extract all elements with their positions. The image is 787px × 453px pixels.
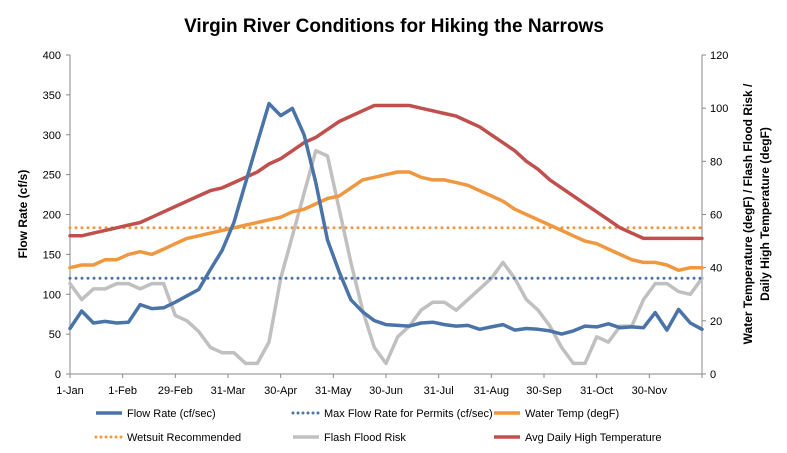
y-tick-label-left: 350 bbox=[43, 90, 61, 102]
y-tick-label-right: 40 bbox=[710, 263, 722, 275]
y-tick-label-right: 80 bbox=[710, 156, 722, 168]
series-layer bbox=[68, 101, 704, 366]
y-tick-label-left: 400 bbox=[43, 50, 61, 62]
y-tick-label-left: 300 bbox=[43, 130, 61, 142]
y-tick-label-right: 60 bbox=[710, 210, 722, 222]
legend-label: Flash Flood Risk bbox=[324, 432, 406, 444]
legend-label: Avg Daily High Temperature bbox=[525, 432, 662, 444]
x-tick-label: 31-Jul bbox=[424, 385, 454, 397]
y-tick-label-left: 200 bbox=[43, 210, 61, 222]
x-tick-label: 29-Feb bbox=[158, 385, 193, 397]
y-tick-label-right: 20 bbox=[710, 316, 722, 328]
y-tick-label-right: 100 bbox=[710, 103, 728, 115]
y-tick-label-left: 250 bbox=[43, 170, 61, 182]
y-axis-label-left: Flow Rate (cf/s) bbox=[16, 170, 30, 259]
legend: Flow Rate (cf/sec) Max Flow Rate for Perm… bbox=[94, 408, 662, 444]
y-axis-label-right-line-1: Water Temperature (degF) / Flash Flood R… bbox=[741, 83, 755, 344]
y-tick-label-left: 0 bbox=[55, 369, 61, 381]
legend-label: Max Flow Rate for Permits (cf/sec) bbox=[324, 408, 493, 420]
x-tick-label: 30-Sep bbox=[526, 385, 561, 397]
legend-label: Wetsuit Recommended bbox=[127, 432, 241, 444]
y-axis-label-right: Water Temperature (degF) / Flash Flood R… bbox=[741, 83, 772, 344]
x-tick-label: 30-Jun bbox=[369, 385, 403, 397]
series-line-flash-flood-risk bbox=[68, 148, 704, 366]
chart-title: Virgin River Conditions for Hiking the N… bbox=[184, 16, 604, 37]
x-tick-label: 31-May bbox=[315, 385, 352, 397]
y-tick-label-left: 100 bbox=[43, 289, 61, 301]
y-tick-label-left: 50 bbox=[49, 329, 61, 341]
y-tick-label-right: 120 bbox=[710, 50, 728, 62]
x-tick-label: 31-Aug bbox=[474, 385, 509, 397]
left-axis-ticks: 0 50 100 150 200 250 300 350 400 bbox=[43, 50, 70, 381]
x-tick-label: 31-Oct bbox=[580, 385, 613, 397]
x-axis-ticks: 1-Jan 1-Feb 29-Feb 31-Mar 30-Apr 31-May 30-Jun… bbox=[56, 374, 703, 397]
y-tick-label-right: 0 bbox=[710, 369, 716, 381]
x-tick-label: 1-Jan bbox=[56, 385, 84, 397]
legend-label: Water Temp (degF) bbox=[525, 408, 619, 420]
x-tick-label: 30-Apr bbox=[264, 385, 297, 397]
series-line-avg-daily-high-temperature bbox=[68, 103, 704, 241]
x-tick-label: 1-Feb bbox=[108, 385, 137, 397]
legend-label: Flow Rate (cf/sec) bbox=[127, 408, 216, 420]
series-line-flow-rate-cf-sec bbox=[68, 101, 704, 336]
x-tick-label: 30-Nov bbox=[632, 385, 668, 397]
y-tick-label-left: 150 bbox=[43, 249, 61, 261]
x-tick-label: 31-Mar bbox=[211, 385, 246, 397]
y-axis-label-right-line-2: Daily High Temperature (degF) bbox=[758, 127, 772, 301]
right-axis-ticks: 0 20 40 60 80 100 120 bbox=[702, 50, 728, 381]
series-line-water-temp-degf bbox=[68, 170, 704, 273]
